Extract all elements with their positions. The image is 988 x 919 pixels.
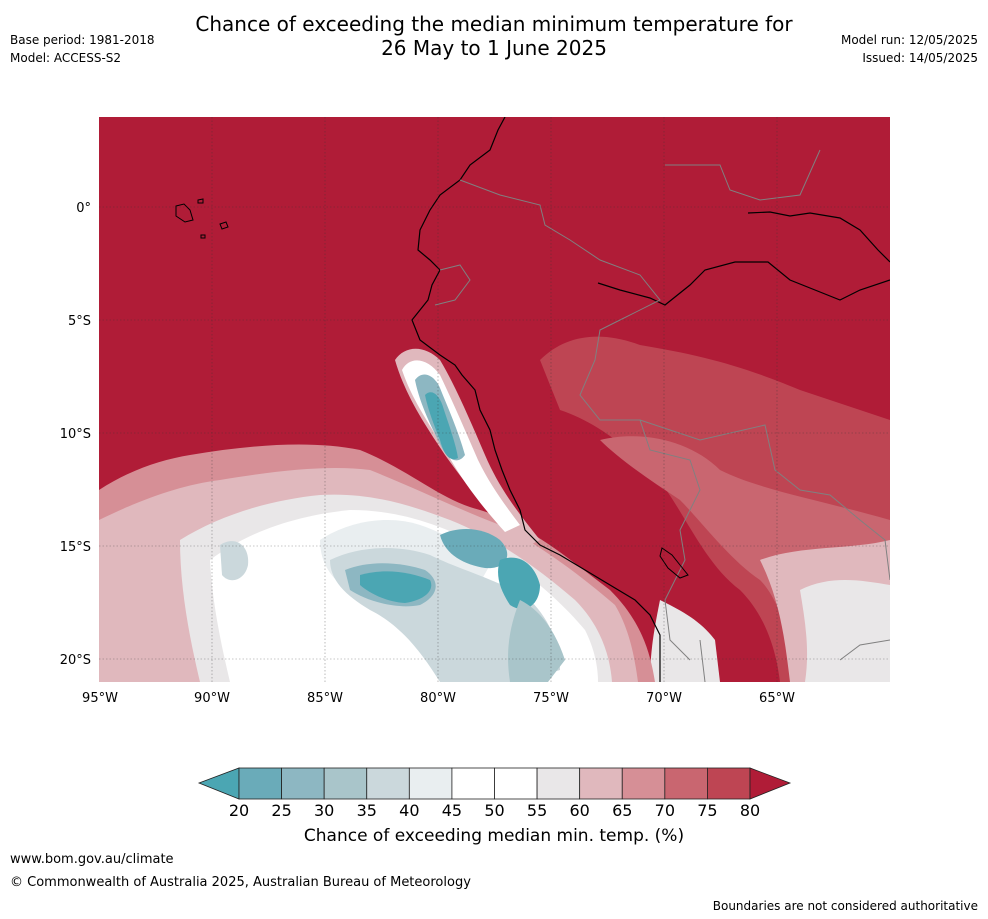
- colorbar-tick-labels: 20 25 30 35 40 45 50 55 60 65 70 75 80: [229, 801, 760, 820]
- issued-date: Issued: 14/05/2025: [862, 51, 978, 65]
- colorbar: 20 25 30 35 40 45 50 55 60 65 70 75 80: [197, 767, 792, 820]
- colorbar-cell: [323, 767, 368, 800]
- page-title: Chance of exceeding the median minimum t…: [0, 12, 988, 60]
- lon-label: 65°W: [759, 691, 795, 706]
- colorbar-cell: [707, 767, 751, 800]
- galapagos-islands: [175, 198, 229, 239]
- lon-label: 85°W: [307, 691, 343, 706]
- zone-35-ocean: [508, 600, 565, 682]
- colorbar-tick-label: 55: [527, 801, 547, 820]
- longitude-labels: 95°W 90°W 85°W 80°W 75°W 70°W 65°W: [82, 691, 795, 706]
- colorbar-high-arrow: [749, 767, 792, 800]
- colorbar-tick-label: 70: [655, 801, 675, 820]
- colorbar-cell: [494, 767, 538, 800]
- source-url[interactable]: www.bom.gov.au/climate: [10, 852, 174, 867]
- ocean-anomaly-zones: [99, 444, 655, 682]
- colorbar-cell: [621, 767, 666, 800]
- colorbar-cell: [281, 767, 325, 800]
- coastline: [411, 117, 661, 682]
- base-period: Base period: 1981-2018: [10, 33, 155, 47]
- model-run-date: Model run: 12/05/2025: [840, 33, 978, 47]
- colorbar-cells: [238, 767, 751, 800]
- colorbar-cell: [536, 767, 581, 800]
- lat-label: 0°: [76, 201, 91, 216]
- lon-label: 70°W: [646, 691, 682, 706]
- amazon-coastline: [597, 261, 890, 306]
- lon-label: 95°W: [82, 691, 118, 706]
- country-borders: [434, 149, 890, 682]
- colorbar-tick-label: 35: [357, 801, 377, 820]
- lat-label: 15°S: [60, 540, 91, 555]
- run-info: Model run: 12/05/2025 Issued: 14/05/2025: [841, 31, 978, 67]
- copyright-notice: © Commonwealth of Australia 2025, Austra…: [10, 875, 471, 890]
- graticule: [99, 117, 890, 682]
- lat-label: 5°S: [68, 314, 91, 329]
- colorbar-tick-label: 25: [271, 801, 291, 820]
- colorbar-tick-label: 40: [399, 801, 419, 820]
- lon-label: 90°W: [194, 691, 230, 706]
- north-coastline: [747, 211, 890, 263]
- map-panel: [99, 117, 890, 682]
- zone-20-ocean-b: [498, 557, 540, 609]
- colorbar-tick-label: 60: [569, 801, 589, 820]
- colorbar-cell: [579, 767, 623, 800]
- colorbar-tick-label: 80: [740, 801, 760, 820]
- zone-25-ocean: [440, 528, 508, 569]
- latitude-labels: 0° 5°S 10°S 15°S 20°S: [60, 201, 91, 668]
- colorbar-cell: [664, 767, 708, 800]
- zone-20-ocean: [360, 571, 432, 603]
- colorbar-tick-label: 75: [697, 801, 717, 820]
- coastal-tongue: [395, 348, 540, 550]
- tongue-20: [425, 392, 458, 460]
- zone-55: [800, 580, 890, 682]
- colorbar-title: Chance of exceeding median min. temp. (%…: [303, 826, 685, 846]
- colorbar-tick-label: 65: [612, 801, 632, 820]
- colorbar-tick-label: 45: [442, 801, 462, 820]
- colorbar-tick-label: 30: [314, 801, 334, 820]
- colorbar-tick-label: 20: [229, 801, 249, 820]
- title-line-1: Chance of exceeding the median minimum t…: [195, 12, 793, 36]
- colorbar-tick-label: 50: [484, 801, 504, 820]
- boundary-disclaimer: Boundaries are not considered authoritat…: [712, 899, 978, 913]
- title-line-2: 26 May to 1 June 2025: [381, 36, 607, 60]
- model-info: Base period: 1981-2018 Model: ACCESS-S2: [10, 31, 155, 67]
- colorbar-cell: [366, 767, 410, 800]
- lon-label: 80°W: [420, 691, 456, 706]
- colorbar-cell: [408, 767, 453, 800]
- colorbar-low-arrow: [197, 767, 240, 800]
- zone-40-west: [220, 541, 249, 581]
- lat-label: 10°S: [60, 427, 91, 442]
- model-name: Model: ACCESS-S2: [10, 51, 122, 65]
- lake-titicaca: [659, 547, 689, 579]
- colorbar-cell: [238, 767, 282, 800]
- lon-label: 75°W: [533, 691, 569, 706]
- colorbar-cell: [451, 767, 495, 800]
- lat-label: 20°S: [60, 653, 91, 668]
